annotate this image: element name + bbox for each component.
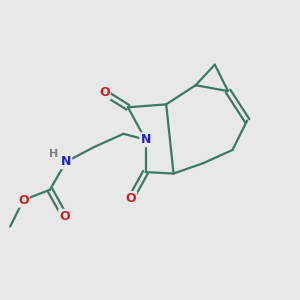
Text: O: O (18, 194, 29, 207)
Text: O: O (99, 86, 110, 99)
Text: O: O (125, 192, 136, 205)
Text: N: N (61, 155, 71, 168)
Text: N: N (140, 133, 151, 146)
Text: H: H (49, 148, 58, 158)
Text: O: O (59, 210, 70, 223)
